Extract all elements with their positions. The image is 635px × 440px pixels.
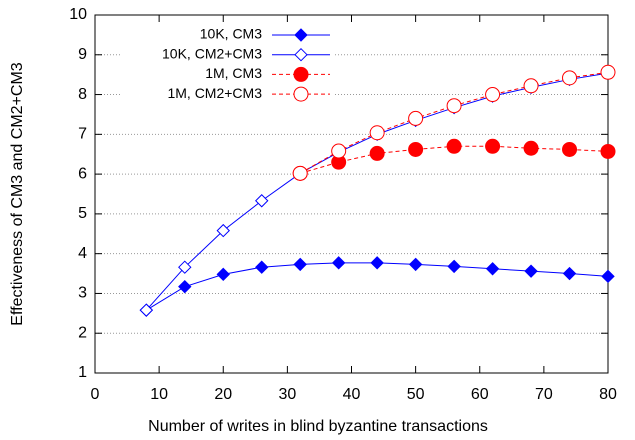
data-point — [408, 110, 424, 126]
data-point — [369, 145, 385, 161]
data-point — [562, 266, 577, 281]
series-line — [145, 72, 609, 311]
data-point — [562, 141, 578, 157]
x-tick-label: 50 — [407, 386, 425, 403]
y-tick-label: 2 — [78, 324, 87, 341]
series-line — [146, 262, 609, 311]
x-axis-label: Number of writes in blind byzantine tran… — [148, 418, 488, 435]
data-point — [523, 140, 539, 156]
legend-marker — [293, 66, 309, 82]
plot-frame — [94, 14, 609, 374]
data-point — [446, 98, 462, 114]
data-point — [523, 78, 539, 94]
legend-label: 1M, CM3 — [205, 65, 262, 81]
x-tick-label: 80 — [599, 386, 617, 403]
legend-label: 10K, CM3 — [200, 26, 262, 42]
data-point — [447, 259, 461, 274]
legend-marker — [293, 86, 309, 102]
data-point — [178, 279, 192, 294]
data-point — [408, 257, 423, 272]
y-tick-label: 8 — [78, 86, 87, 103]
data-point — [255, 260, 269, 274]
data-point — [331, 256, 346, 270]
y-axis-label: Effectiveness of CM3 and CM2+CM3 — [9, 62, 26, 325]
x-tick-label: 10 — [150, 386, 168, 403]
legend-marker — [294, 28, 308, 42]
data-point — [139, 303, 154, 317]
series-line — [299, 71, 609, 174]
data-point — [600, 143, 616, 159]
data-point — [369, 125, 385, 141]
x-tick-label: 30 — [278, 386, 296, 403]
y-tick-label: 10 — [69, 6, 87, 23]
x-tick-label: 40 — [343, 386, 361, 403]
y-tick-label: 4 — [78, 245, 87, 262]
data-point — [255, 194, 269, 208]
data-point — [178, 260, 192, 274]
data-point — [293, 257, 307, 272]
data-point — [485, 87, 501, 103]
y-tick-label: 6 — [78, 165, 87, 182]
x-tick-label: 0 — [91, 386, 100, 403]
data-point — [216, 267, 230, 282]
y-tick-label: 3 — [78, 285, 87, 302]
x-tick-label: 20 — [214, 386, 232, 403]
data-point — [601, 269, 615, 284]
x-tick-label: 70 — [535, 386, 553, 403]
data-point — [524, 264, 538, 278]
legend-label: 1M, CM2+CM3 — [167, 85, 262, 101]
data-point — [562, 70, 578, 86]
data-point — [331, 143, 347, 159]
y-tick-label: 9 — [78, 46, 87, 63]
data-point — [408, 141, 424, 157]
data-point — [485, 138, 501, 154]
y-tick-label: 7 — [78, 126, 87, 143]
legend-label: 10K, CM2+CM3 — [162, 45, 262, 61]
legend-marker — [294, 47, 308, 62]
y-tick-label: 1 — [78, 364, 87, 381]
data-point — [600, 64, 616, 80]
data-point — [485, 262, 500, 276]
data-point — [292, 165, 308, 181]
y-tick-label: 5 — [78, 205, 87, 222]
data-point — [370, 256, 384, 270]
x-tick-label: 60 — [471, 386, 489, 403]
data-point — [446, 138, 462, 154]
data-point — [216, 223, 230, 238]
